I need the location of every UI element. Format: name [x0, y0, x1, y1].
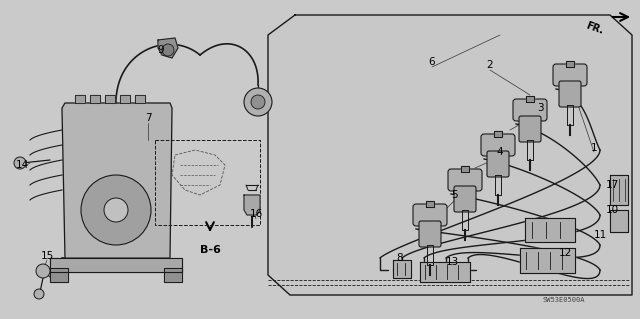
- Text: SW53E0500A: SW53E0500A: [543, 297, 585, 303]
- Polygon shape: [158, 38, 178, 58]
- Polygon shape: [120, 95, 130, 103]
- FancyBboxPatch shape: [487, 151, 509, 177]
- Text: B-6: B-6: [200, 245, 220, 255]
- Text: 10: 10: [605, 205, 619, 215]
- FancyBboxPatch shape: [519, 116, 541, 142]
- Text: 5: 5: [452, 190, 458, 200]
- Polygon shape: [426, 201, 434, 207]
- Text: 17: 17: [605, 180, 619, 190]
- Text: 13: 13: [445, 257, 459, 267]
- Polygon shape: [90, 95, 100, 103]
- Polygon shape: [420, 262, 470, 282]
- Text: FR.: FR.: [585, 20, 605, 35]
- Circle shape: [81, 175, 151, 245]
- Text: 14: 14: [15, 160, 29, 170]
- Text: 4: 4: [497, 147, 503, 157]
- Polygon shape: [135, 95, 145, 103]
- Text: 3: 3: [537, 103, 543, 113]
- Circle shape: [14, 157, 26, 169]
- Polygon shape: [461, 166, 469, 172]
- Polygon shape: [520, 248, 575, 273]
- Text: 2: 2: [486, 60, 493, 70]
- Polygon shape: [525, 218, 575, 242]
- Text: 11: 11: [593, 230, 607, 240]
- Text: 7: 7: [145, 113, 151, 123]
- Circle shape: [162, 44, 174, 56]
- FancyBboxPatch shape: [448, 169, 482, 191]
- Polygon shape: [566, 61, 574, 67]
- Polygon shape: [75, 95, 85, 103]
- Polygon shape: [494, 131, 502, 137]
- Polygon shape: [610, 210, 628, 232]
- Polygon shape: [393, 260, 411, 278]
- Text: 8: 8: [397, 253, 403, 263]
- Text: 16: 16: [250, 209, 262, 219]
- Text: 1: 1: [591, 143, 597, 153]
- Text: 15: 15: [40, 251, 54, 261]
- Circle shape: [250, 94, 266, 110]
- FancyBboxPatch shape: [454, 186, 476, 212]
- FancyBboxPatch shape: [413, 204, 447, 226]
- FancyBboxPatch shape: [559, 81, 581, 107]
- Polygon shape: [526, 96, 534, 102]
- Text: 9: 9: [157, 45, 164, 55]
- FancyBboxPatch shape: [481, 134, 515, 156]
- Polygon shape: [62, 103, 172, 258]
- Text: 6: 6: [429, 57, 435, 67]
- Circle shape: [36, 264, 50, 278]
- Polygon shape: [50, 268, 68, 282]
- Text: 12: 12: [558, 248, 572, 258]
- Circle shape: [104, 198, 128, 222]
- Circle shape: [34, 289, 44, 299]
- Polygon shape: [244, 195, 260, 215]
- Circle shape: [251, 95, 265, 109]
- Polygon shape: [50, 258, 182, 272]
- FancyBboxPatch shape: [419, 221, 441, 247]
- Polygon shape: [164, 268, 182, 282]
- Polygon shape: [105, 95, 115, 103]
- Polygon shape: [610, 175, 628, 205]
- Polygon shape: [268, 15, 632, 295]
- FancyBboxPatch shape: [553, 64, 587, 86]
- FancyBboxPatch shape: [513, 99, 547, 121]
- Circle shape: [244, 88, 272, 116]
